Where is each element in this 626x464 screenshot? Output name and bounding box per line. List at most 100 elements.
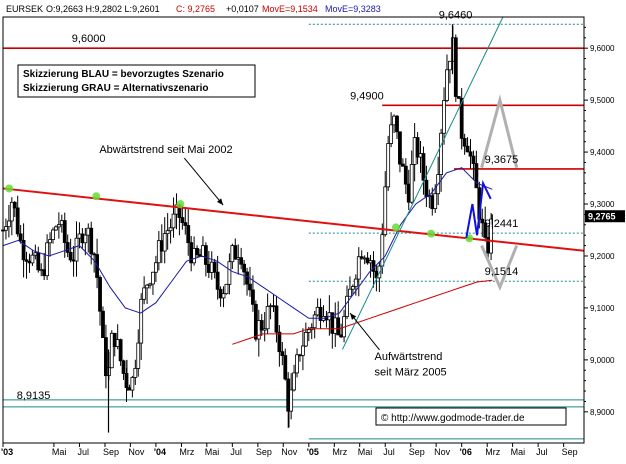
candle-body xyxy=(186,225,191,244)
candle-body xyxy=(83,234,88,244)
candle-body xyxy=(262,328,267,331)
candle-body xyxy=(468,151,473,157)
x-tick-label: Nov xyxy=(434,447,451,457)
y-tick-label: 9,0000 xyxy=(590,356,615,365)
candle-body xyxy=(442,100,446,134)
candle-body xyxy=(74,237,79,262)
price-candles xyxy=(1,24,493,433)
candle-body xyxy=(54,226,58,231)
level-label: 9,6000 xyxy=(72,33,106,45)
candle-body xyxy=(303,331,308,347)
copyright-text: © http://www.godmode-trader.de xyxy=(381,413,525,424)
level-label: 9,6460 xyxy=(439,9,473,21)
candle-body xyxy=(489,218,493,254)
current-price-label: 9,2765 xyxy=(588,212,616,222)
candle-body xyxy=(474,163,479,189)
candle-body xyxy=(380,234,385,267)
candle-body xyxy=(295,354,299,374)
candle-body xyxy=(21,240,26,261)
candle-body xyxy=(480,218,485,224)
trendline-touch-marker xyxy=(176,200,185,209)
candle-body xyxy=(203,245,208,265)
candle-body xyxy=(36,252,41,271)
candle-body xyxy=(462,137,467,147)
x-tick-label: Mrz xyxy=(332,447,347,457)
x-tick-label: Sep xyxy=(256,447,272,457)
x-tick-label: '04 xyxy=(154,447,166,457)
x-tick-label: Jul xyxy=(77,447,89,457)
trend-annotation: seit März 2005 xyxy=(375,366,447,378)
x-tick-label: Mai xyxy=(511,447,526,457)
candle-body xyxy=(192,248,197,264)
candle-body xyxy=(400,163,405,167)
annotations: 9,6460 9,6000 9,4900 9,3675 9,2441 9,1514 8,91… xyxy=(17,9,519,402)
candle-body xyxy=(98,277,102,312)
candle-body xyxy=(180,217,185,223)
x-tick-label: Mai xyxy=(52,447,67,457)
candle-body xyxy=(30,254,35,264)
candle-body xyxy=(239,257,244,265)
header-ohlc: O:9,2663 H:9,2802 L:9,2601 xyxy=(46,4,160,14)
candle-body xyxy=(162,233,167,252)
candle-body xyxy=(56,224,61,228)
candle-body xyxy=(15,207,20,235)
candle-body xyxy=(289,389,294,412)
candle-body xyxy=(242,263,247,273)
scenario-legend-box: Skizzierung BLAU = bevorzugtes Szenario … xyxy=(17,64,256,98)
candle-body xyxy=(306,329,311,333)
candle-body xyxy=(356,256,361,280)
candle-body xyxy=(139,298,144,344)
candle-body xyxy=(136,342,141,369)
scenario-grey-path xyxy=(480,94,519,291)
level-label: 8,9135 xyxy=(17,390,51,402)
candle-body xyxy=(18,233,23,241)
x-tick-label: Jul xyxy=(383,447,395,457)
candle-body xyxy=(301,345,305,356)
x-tick-label: Sep xyxy=(409,447,425,457)
moving-average-line xyxy=(2,167,493,319)
x-tick-label: Mrz xyxy=(485,447,500,457)
x-tick-label: '03 xyxy=(1,447,13,457)
candle-body xyxy=(386,143,391,188)
x-tick-label: Jul xyxy=(536,447,548,457)
candle-body xyxy=(24,259,29,262)
trendline-up xyxy=(341,16,504,350)
header-symbol: EURSEK xyxy=(6,4,43,14)
candle-body xyxy=(12,201,17,209)
candle-body xyxy=(453,37,458,97)
candle-body xyxy=(168,227,173,232)
annotation-arrow-shaft xyxy=(349,312,380,351)
candle-body xyxy=(248,283,252,291)
x-tick-label: '06 xyxy=(460,447,472,457)
y-tick-label: 9,5000 xyxy=(590,96,615,105)
candle-body xyxy=(359,256,364,259)
trend-annotation: Aufwärtstrend xyxy=(375,351,443,363)
candle-body xyxy=(312,314,317,329)
candle-body xyxy=(145,284,149,289)
candle-body xyxy=(6,220,11,228)
y-tick-label: 9,6000 xyxy=(590,44,615,53)
level-label: 9,4900 xyxy=(350,90,384,102)
annotation-arrow-head xyxy=(350,313,357,320)
candle-body xyxy=(318,306,323,321)
y-tick-label: 9,3000 xyxy=(590,200,615,209)
y-tick-label: 8,9000 xyxy=(590,408,615,417)
candle-body xyxy=(171,213,176,229)
trendline-touch-marker xyxy=(427,229,436,238)
candle-body xyxy=(142,287,147,300)
trendline-touch-marker xyxy=(5,184,14,193)
candle-body xyxy=(345,295,349,317)
candle-body xyxy=(121,360,126,374)
candle-body xyxy=(280,351,285,356)
candle-body xyxy=(133,368,138,378)
candle-body xyxy=(283,355,288,380)
annotation-arrow-shaft xyxy=(183,157,224,206)
candle-body xyxy=(445,69,449,101)
candle-body xyxy=(183,222,188,226)
header-ma-slow: MovE=9,3283 xyxy=(325,4,381,14)
axes: 8,9000 9,0000 9,1000 9,2000 9,3000 9,4000 9,50… xyxy=(1,16,625,457)
candle-body xyxy=(109,332,114,369)
candle-body xyxy=(277,331,282,353)
